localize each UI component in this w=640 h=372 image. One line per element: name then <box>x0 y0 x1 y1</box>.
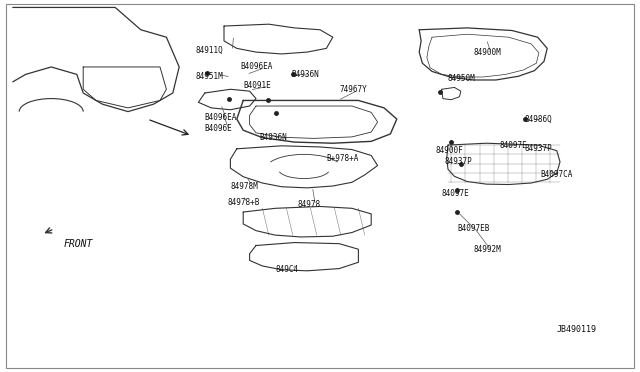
Text: 84937P: 84937P <box>445 157 472 166</box>
Text: B+978+A: B+978+A <box>326 154 359 163</box>
Text: 74967Y: 74967Y <box>339 85 367 94</box>
Text: 84951M: 84951M <box>195 72 223 81</box>
Text: B4096EA: B4096EA <box>205 113 237 122</box>
Text: 84978: 84978 <box>298 200 321 209</box>
Text: B4936N: B4936N <box>259 133 287 142</box>
Text: FRONT: FRONT <box>64 239 93 248</box>
Text: B4097CA: B4097CA <box>541 170 573 179</box>
Text: 84097E: 84097E <box>499 141 527 150</box>
Text: B4096E: B4096E <box>205 124 232 133</box>
Text: 84900F: 84900F <box>435 146 463 155</box>
Text: B4936N: B4936N <box>291 70 319 79</box>
Text: 84937P: 84937P <box>525 144 552 153</box>
Text: 84986Q: 84986Q <box>525 115 552 124</box>
Text: 849C4: 849C4 <box>275 265 298 274</box>
Text: B4097EB: B4097EB <box>458 224 490 233</box>
Text: B4091E: B4091E <box>243 81 271 90</box>
Text: JB490119: JB490119 <box>557 325 596 334</box>
Text: 84978M: 84978M <box>230 182 258 190</box>
Text: 84978+B: 84978+B <box>227 198 260 207</box>
Text: 84900M: 84900M <box>474 48 501 57</box>
Text: 84950M: 84950M <box>448 74 476 83</box>
Text: B4096EA: B4096EA <box>240 62 273 71</box>
Text: 84911Q: 84911Q <box>195 46 223 55</box>
Text: 84097E: 84097E <box>442 189 469 198</box>
Text: 84992M: 84992M <box>474 245 501 254</box>
